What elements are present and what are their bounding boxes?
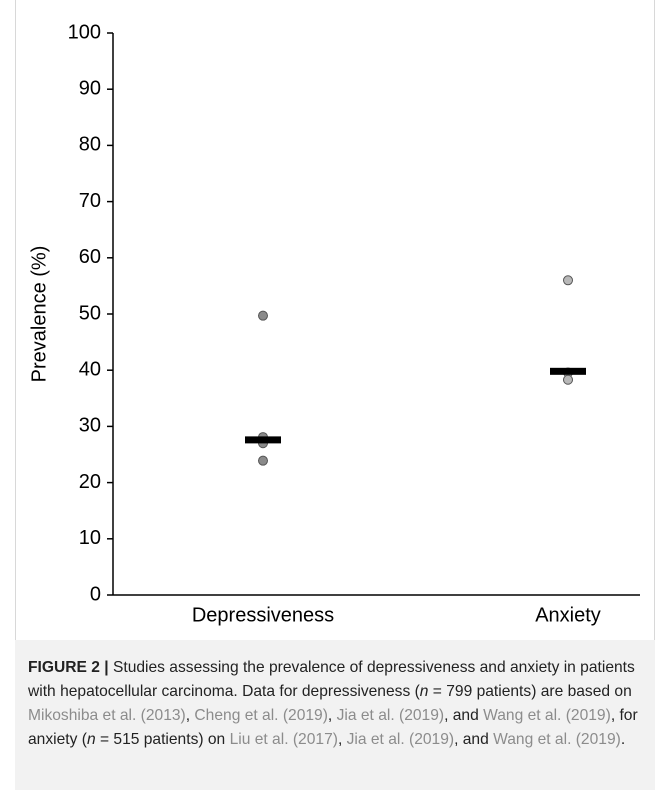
caption-text: = 799 patients) are based on bbox=[428, 683, 632, 700]
y-tick-label: 90 bbox=[79, 77, 101, 99]
y-tick-label: 0 bbox=[90, 583, 101, 605]
caption-text: n bbox=[86, 731, 96, 748]
median-bar bbox=[550, 367, 586, 375]
chart: Prevalence (%) 0 10 20 30 40 50 60 70 80 90 100 Dep… bbox=[28, 21, 640, 626]
caption-text: , bbox=[337, 731, 347, 748]
caption-text: , and bbox=[444, 707, 484, 724]
caption-text: , for anxiety ( bbox=[28, 707, 638, 748]
y-tick-label: 40 bbox=[79, 358, 101, 380]
citation-link[interactable]: Jia et al. (2019) bbox=[346, 731, 455, 748]
caption-text: FIGURE 2 | bbox=[28, 659, 109, 676]
caption-text: . bbox=[620, 731, 626, 748]
y-axis-label: Prevalence (%) bbox=[28, 246, 50, 383]
median-bar bbox=[245, 436, 281, 444]
citation-link[interactable]: Wang et al. (2019) bbox=[493, 731, 621, 748]
caption-text: Studies assessing the prevalence of depr… bbox=[28, 659, 635, 700]
citation-link[interactable]: Cheng et al. (2019) bbox=[194, 707, 328, 724]
citation-link[interactable]: Mikoshiba et al. (2013) bbox=[28, 707, 186, 724]
caption-text: , bbox=[327, 707, 337, 724]
data-point bbox=[563, 374, 573, 385]
citation-link[interactable]: Liu et al. (2017) bbox=[229, 731, 338, 748]
caption-text: , bbox=[185, 707, 195, 724]
y-tick-label: 20 bbox=[79, 471, 101, 493]
y-tick-label: 10 bbox=[79, 527, 101, 549]
caption-text: = 515 patients) on bbox=[95, 731, 230, 748]
caption-text: n bbox=[419, 683, 429, 700]
citation-link[interactable]: Jia et al. (2019) bbox=[336, 707, 445, 724]
x-tick-label: Depressiveness bbox=[192, 604, 334, 626]
y-tick-label: 100 bbox=[68, 21, 101, 43]
data-point bbox=[563, 275, 573, 286]
y-tick-label: 70 bbox=[79, 190, 101, 212]
y-tick-label: 80 bbox=[79, 134, 101, 156]
citation-link[interactable]: Wang et al. (2019) bbox=[483, 707, 611, 724]
y-tick-label: 30 bbox=[79, 415, 101, 437]
y-tick-label: 50 bbox=[79, 302, 101, 324]
caption: FIGURE 2 | Studies assessing the prevale… bbox=[15, 640, 655, 790]
y-tick-label: 60 bbox=[79, 246, 101, 268]
data-point bbox=[258, 455, 268, 466]
x-tick-label: Anxiety bbox=[535, 604, 601, 626]
data-point bbox=[258, 310, 268, 321]
caption-text: , and bbox=[454, 731, 494, 748]
